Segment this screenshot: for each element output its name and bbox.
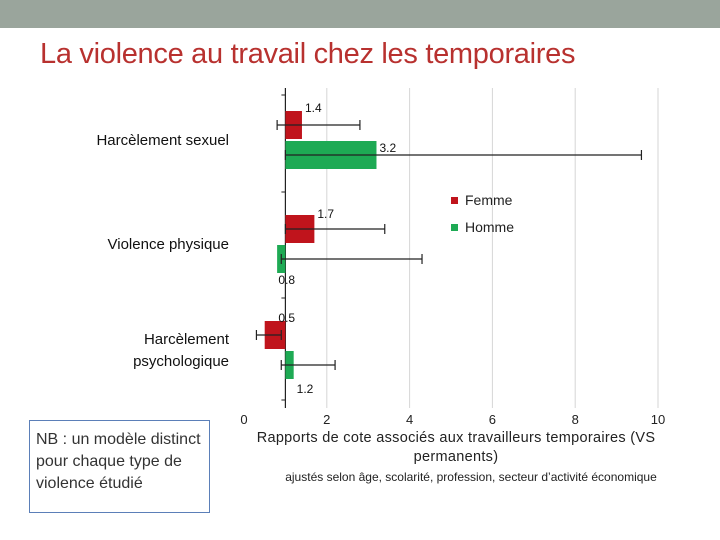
x-tick-label: 0 [240, 412, 247, 427]
data-label: 1.7 [317, 207, 334, 221]
category-label-line: Harcèlement [144, 331, 230, 348]
category-label-line: Violence physique [108, 236, 229, 253]
x-axis-title: Rapports de cote associés aux travailleu… [256, 430, 656, 465]
slide-title: La violence au travail chez les temporai… [40, 38, 576, 70]
category-label: Violence physique [108, 236, 229, 253]
data-label: 3.2 [379, 141, 396, 155]
category-label-line: Harcèlement sexuel [96, 132, 229, 149]
x-tick-label: 6 [489, 412, 496, 427]
legend-label-homme: Homme [465, 219, 514, 235]
model-note: NB : un modèle distinct pour chaque type… [29, 420, 210, 513]
data-label: 1.2 [297, 382, 314, 396]
category-label-line: psychologique [133, 353, 229, 370]
legend-swatch-homme [451, 224, 458, 231]
x-tick-label: 4 [406, 412, 413, 427]
data-label: 0.5 [278, 311, 295, 325]
x-tick-label: 10 [651, 412, 665, 427]
legend-swatch-femme [451, 197, 458, 204]
category-label: Harcèlement psychologique [133, 331, 230, 370]
x-axis-subtitle: ajustés selon âge, scolarité, profession… [285, 470, 657, 484]
top-bar [0, 0, 720, 28]
x-tick-label: 2 [323, 412, 330, 427]
legend-label-femme: Femme [465, 192, 513, 208]
x-tick-label: 8 [572, 412, 579, 427]
category-label: Harcèlement sexuel [96, 132, 229, 149]
data-label: 1.4 [305, 101, 322, 115]
odds-ratio-chart: 0 2 4 6 8 10 Harcèlement sexuel 1.4 3.2 Violence … [96, 88, 665, 427]
data-label: 0.8 [278, 273, 295, 287]
